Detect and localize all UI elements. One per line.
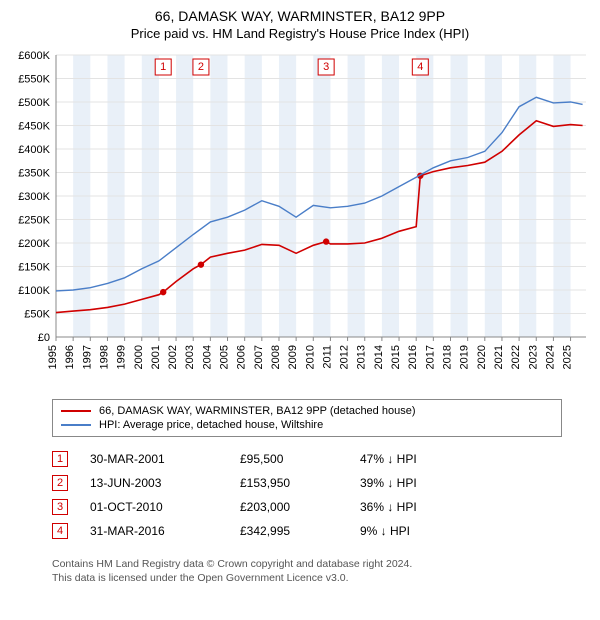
sale-marker: 3 <box>52 499 68 515</box>
y-tick-label: £150K <box>18 262 50 274</box>
x-tick-label: 1996 <box>64 345 76 369</box>
x-tick-label: 2011 <box>321 345 333 369</box>
x-tick-label: 2014 <box>373 345 385 369</box>
x-tick-label: 2020 <box>476 345 488 369</box>
sale-point <box>198 261 204 267</box>
x-tick-label: 2003 <box>184 345 196 369</box>
sale-delta: 36% ↓ HPI <box>360 500 562 514</box>
x-tick-label: 1999 <box>116 345 128 369</box>
sale-delta: 9% ↓ HPI <box>360 524 562 538</box>
sale-row: 3 01-OCT-2010£203,00036% ↓ HPI <box>52 495 562 519</box>
x-tick-label: 2007 <box>253 345 265 369</box>
legend-swatch <box>61 410 91 412</box>
x-tick-label: 1997 <box>81 345 93 369</box>
sale-row: 1 30-MAR-2001£95,50047% ↓ HPI <box>52 447 562 471</box>
sale-price: £153,950 <box>240 476 360 490</box>
sale-date: 30-MAR-2001 <box>90 452 240 466</box>
sale-marker: 1 <box>52 451 68 467</box>
x-tick-label: 2005 <box>219 345 231 369</box>
x-tick-label: 2013 <box>356 345 368 369</box>
legend-label: HPI: Average price, detached house, Wilt… <box>99 419 323 431</box>
footer-line1: Contains HM Land Registry data © Crown c… <box>52 557 562 571</box>
x-tick-label: 2021 <box>493 345 505 369</box>
title-address: 66, DAMASK WAY, WARMINSTER, BA12 9PP <box>8 8 592 24</box>
x-tick-label: 2019 <box>459 345 471 369</box>
sale-price: £203,000 <box>240 500 360 514</box>
y-tick-label: £250K <box>18 215 50 227</box>
y-tick-label: £50K <box>24 309 50 321</box>
sale-marker-num: 1 <box>160 61 166 73</box>
x-tick-label: 2015 <box>390 345 402 369</box>
x-tick-label: 2017 <box>424 345 436 369</box>
sale-marker: 4 <box>52 523 68 539</box>
sale-marker-num: 2 <box>198 61 204 73</box>
sales-table: 1 30-MAR-2001£95,50047% ↓ HPI 2 13-JUN-2003… <box>52 447 562 543</box>
legend-label: 66, DAMASK WAY, WARMINSTER, BA12 9PP (de… <box>99 405 415 417</box>
sale-price: £95,500 <box>240 452 360 466</box>
x-tick-label: 1998 <box>98 345 110 369</box>
sale-row: 2 13-JUN-2003£153,95039% ↓ HPI <box>52 471 562 495</box>
sale-price: £342,995 <box>240 524 360 538</box>
x-tick-label: 2001 <box>150 345 162 369</box>
x-tick-label: 2023 <box>527 345 539 369</box>
legend-swatch <box>61 424 91 426</box>
x-tick-label: 2008 <box>270 345 282 369</box>
x-tick-label: 2004 <box>201 345 213 369</box>
y-tick-label: £450K <box>18 121 50 133</box>
x-tick-label: 2024 <box>544 345 556 369</box>
chart-container: £0 £50K £100K £150K £200K £250K £300K £350K £400… <box>8 49 592 389</box>
y-tick-label: £300K <box>18 191 50 203</box>
footer-attribution: Contains HM Land Registry data © Crown c… <box>52 557 562 585</box>
x-tick-label: 2016 <box>407 345 419 369</box>
y-tick-label: £100K <box>18 285 50 297</box>
y-tick-label: £600K <box>18 50 50 62</box>
x-tick-label: 2006 <box>236 345 248 369</box>
chart-titles: 66, DAMASK WAY, WARMINSTER, BA12 9PP Pri… <box>8 8 592 41</box>
sale-point <box>323 238 329 244</box>
footer-line2: This data is licensed under the Open Gov… <box>52 571 562 585</box>
sale-date: 31-MAR-2016 <box>90 524 240 538</box>
y-tick-label: £350K <box>18 168 50 180</box>
sale-row: 4 31-MAR-2016£342,9959% ↓ HPI <box>52 519 562 543</box>
y-tick-label: £0 <box>38 332 50 344</box>
x-tick-label: 2018 <box>441 345 453 369</box>
x-tick-label: 2025 <box>562 345 574 369</box>
sale-marker-num: 3 <box>323 61 329 73</box>
legend: 66, DAMASK WAY, WARMINSTER, BA12 9PP (de… <box>52 399 562 437</box>
sale-delta: 39% ↓ HPI <box>360 476 562 490</box>
x-tick-label: 1995 <box>47 345 59 369</box>
price-chart: £0 £50K £100K £150K £200K £250K £300K £350K £400… <box>8 49 592 389</box>
title-subtitle: Price paid vs. HM Land Registry's House … <box>8 26 592 41</box>
x-tick-label: 2009 <box>287 345 299 369</box>
sale-delta: 47% ↓ HPI <box>360 452 562 466</box>
sale-date: 01-OCT-2010 <box>90 500 240 514</box>
sale-marker-num: 4 <box>417 61 423 73</box>
x-tick-label: 2022 <box>510 345 522 369</box>
x-tick-label: 2012 <box>339 345 351 369</box>
y-tick-label: £550K <box>18 74 50 86</box>
sale-marker: 2 <box>52 475 68 491</box>
sale-point <box>160 289 166 295</box>
x-tick-label: 2002 <box>167 345 179 369</box>
y-tick-label: £200K <box>18 238 50 250</box>
legend-item: 66, DAMASK WAY, WARMINSTER, BA12 9PP (de… <box>61 404 553 418</box>
y-tick-label: £400K <box>18 144 50 156</box>
y-tick-label: £500K <box>18 97 50 109</box>
sale-date: 13-JUN-2003 <box>90 476 240 490</box>
legend-item: HPI: Average price, detached house, Wilt… <box>61 418 553 432</box>
x-tick-label: 2000 <box>133 345 145 369</box>
x-tick-label: 2010 <box>304 345 316 369</box>
